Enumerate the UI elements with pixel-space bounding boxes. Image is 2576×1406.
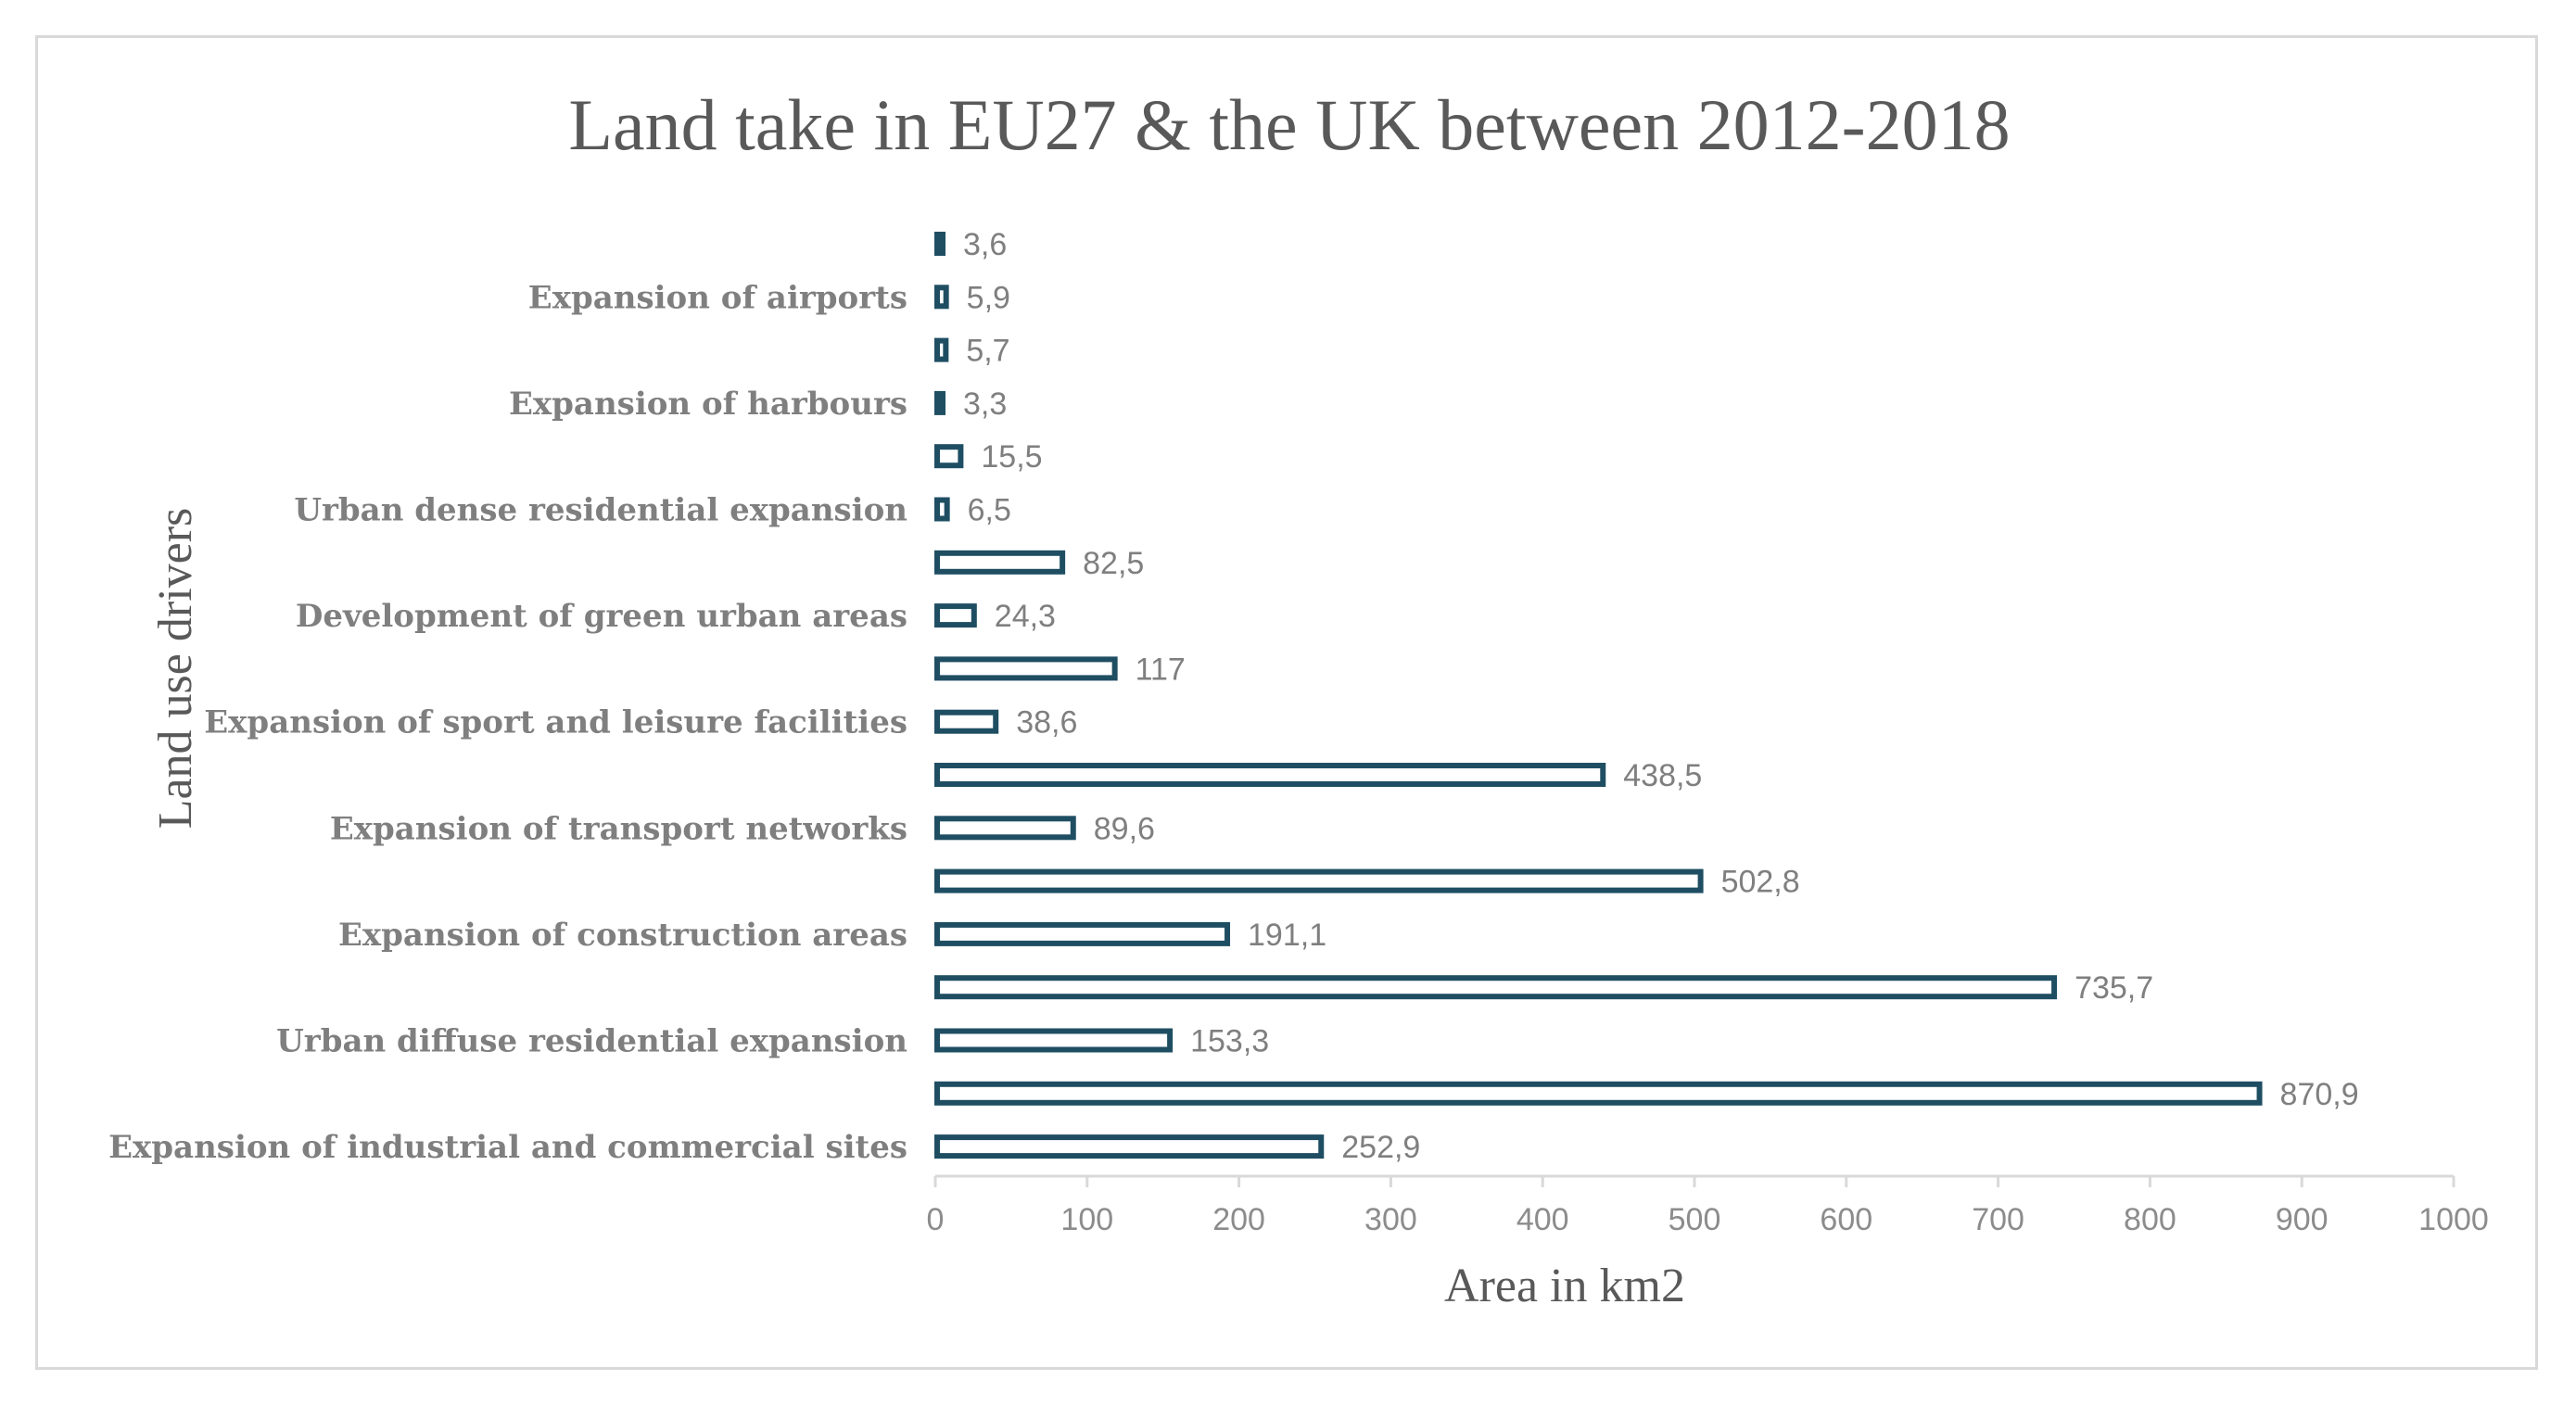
x-axis-title: Area in km2 xyxy=(1444,1260,1685,1312)
bar-value-label: 38,6 xyxy=(1016,705,1077,741)
bar-value-label: 502,8 xyxy=(1721,865,1800,900)
bar-value-label: 117 xyxy=(1136,652,1186,687)
bar xyxy=(934,656,1118,681)
chart-title: Land take in EU27 & the UK between 2012-… xyxy=(568,84,2010,165)
category-label: Expansion of harbours xyxy=(509,386,907,423)
bar-value-label: 153,3 xyxy=(1190,1024,1269,1059)
x-tick-label: 800 xyxy=(2124,1202,2176,1237)
bar-value-label: 3,3 xyxy=(963,386,1007,422)
bar xyxy=(934,285,949,310)
bar-chart: Land take in EU27 & the UK between 2012-… xyxy=(108,84,2489,1312)
x-tick-label: 300 xyxy=(1364,1202,1417,1237)
bar-value-label: 15,5 xyxy=(981,439,1042,475)
bar-value-label: 6,5 xyxy=(968,493,1011,528)
bar xyxy=(934,921,1231,946)
x-axis: 0 100 200 300 400 500 600 700 800 900 1000 xyxy=(927,1174,2489,1237)
bar-value-label: 5,7 xyxy=(966,334,1009,369)
bar-value-label: 3,6 xyxy=(963,227,1007,262)
bar xyxy=(934,603,977,628)
bar-value-label: 5,9 xyxy=(967,280,1010,315)
x-tick-label: 400 xyxy=(1516,1202,1569,1237)
x-tick-label: 900 xyxy=(2276,1202,2329,1237)
bar xyxy=(934,763,1606,787)
bar-value-label: 191,1 xyxy=(1248,918,1326,953)
bar xyxy=(934,1028,1174,1053)
category-label: Expansion of sport and leisure facilitie… xyxy=(204,704,907,741)
bar xyxy=(934,497,950,522)
category-label: Urban diffuse residential expansion xyxy=(276,1023,907,1060)
x-tick-label: 200 xyxy=(1212,1202,1265,1237)
bar xyxy=(934,550,1066,575)
x-tick-label: 0 xyxy=(927,1202,945,1237)
x-tick-label: 100 xyxy=(1060,1202,1113,1237)
bar xyxy=(934,975,2058,1000)
chart-frame: Land take in EU27 & the UK between 2012-… xyxy=(35,35,2538,1370)
bar-value-label: 252,9 xyxy=(1341,1130,1420,1165)
bar-value-label: 24,3 xyxy=(995,599,1056,634)
bar xyxy=(934,232,945,256)
bar xyxy=(934,868,1704,893)
bar xyxy=(934,337,949,362)
category-label: Expansion of airports xyxy=(528,279,907,316)
bar xyxy=(934,709,999,734)
bar xyxy=(934,816,1076,841)
bar-value-label: 82,5 xyxy=(1083,546,1144,581)
x-tick-label: 1000 xyxy=(2418,1202,2489,1237)
category-label: Expansion of industrial and commercial s… xyxy=(108,1129,907,1166)
category-label: Urban dense residential expansion xyxy=(294,492,907,529)
x-tick-label: 600 xyxy=(1820,1202,1872,1237)
category-label: Expansion of construction areas xyxy=(338,917,907,954)
bar-value-label: 89,6 xyxy=(1094,811,1155,846)
x-tick-label: 500 xyxy=(1669,1202,1721,1237)
bar xyxy=(934,444,964,469)
bar xyxy=(934,1081,2263,1106)
category-label: Expansion of transport networks xyxy=(330,810,907,847)
x-tick-label: 700 xyxy=(1972,1202,2024,1237)
bars-group: 3,6 5,9 Expansion of airports 5,7 3,3 Expansi… xyxy=(108,227,2359,1166)
y-axis-title: Land use drivers xyxy=(149,508,202,830)
bar xyxy=(934,390,945,415)
bar-value-label: 870,9 xyxy=(2280,1077,2359,1112)
bar-value-label: 735,7 xyxy=(2075,970,2153,1006)
bar-value-label: 438,5 xyxy=(1623,758,1702,793)
bar xyxy=(934,1134,1325,1159)
category-label: Development of green urban areas xyxy=(296,598,907,635)
